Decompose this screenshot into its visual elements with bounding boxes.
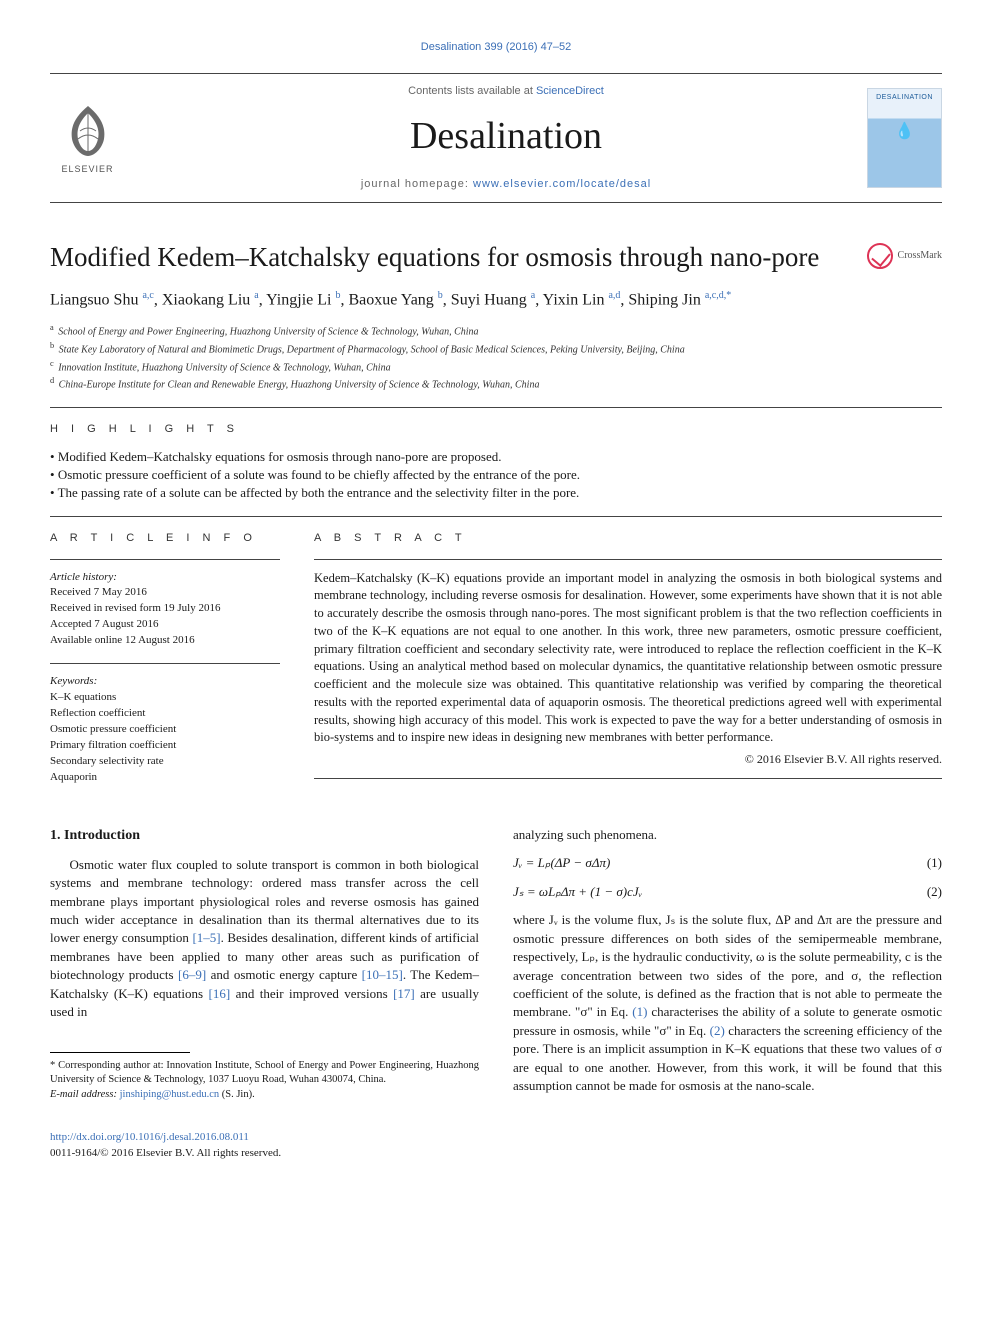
article-info-column: A R T I C L E I N F O Article history: R…: [50, 531, 280, 800]
journal-cover-thumb: DESALINATION 💧: [867, 88, 942, 188]
equation-ref-link[interactable]: (2): [710, 1023, 725, 1038]
history-line: Received in revised form 19 July 2016: [50, 601, 280, 617]
abstract-text: Kedem–Katchalsky (K–K) equations provide…: [314, 570, 942, 748]
keyword-line: Aquaporin: [50, 770, 280, 786]
section-heading-introduction: 1. Introduction: [50, 826, 479, 846]
intro-paragraph: Osmotic water flux coupled to solute tra…: [50, 856, 479, 1022]
col2-paragraph: where Jᵥ is the volume flux, Jₛ is the s…: [513, 911, 942, 1096]
crossmark-button[interactable]: CrossMark: [867, 243, 942, 269]
email-label: E-mail address:: [50, 1089, 120, 1100]
rule: [50, 407, 942, 408]
equation-text: Jₛ = ωLₚΔπ + (1 − σ)cJᵥ: [513, 883, 642, 901]
homepage-prefix: journal homepage:: [361, 178, 473, 190]
highlights-list: Modified Kedem–Katchalsky equations for …: [50, 448, 942, 503]
contents-line: Contents lists available at ScienceDirec…: [145, 84, 867, 99]
rule: [314, 559, 942, 560]
sciencedirect-link[interactable]: ScienceDirect: [536, 85, 604, 97]
equation-ref-link[interactable]: (1): [632, 1004, 647, 1019]
corresponding-author-note: * Corresponding author at: Innovation In…: [50, 1059, 479, 1088]
journal-homepage-line: journal homepage: www.elsevier.com/locat…: [145, 177, 867, 192]
text: and osmotic energy capture: [206, 967, 361, 982]
history-line: Accepted 7 August 2016: [50, 617, 280, 633]
equation-1: Jᵥ = Lₚ(ΔP − σΔπ) (1): [513, 854, 942, 872]
abstract-label: A B S T R A C T: [314, 531, 942, 546]
history-line: Available online 12 August 2016: [50, 633, 280, 649]
highlight-item: Osmotic pressure coefficient of a solute…: [50, 466, 942, 484]
rule: [50, 559, 280, 560]
highlights-section: H I G H L I G H T S Modified Kedem–Katch…: [50, 422, 942, 502]
citation-link[interactable]: [1–5]: [192, 930, 220, 945]
article-history: Article history: Received 7 May 2016Rece…: [50, 570, 280, 650]
water-drop-icon: 💧: [895, 121, 915, 143]
journal-title: Desalination: [145, 110, 867, 163]
body-col-left: 1. Introduction Osmotic water flux coupl…: [50, 826, 479, 1103]
affiliation-line: b State Key Laboratory of Natural and Bi…: [50, 340, 942, 358]
keyword-line: Reflection coefficient: [50, 706, 280, 722]
abstract-copyright: © 2016 Elsevier B.V. All rights reserved…: [314, 751, 942, 768]
email-suffix: (S. Jin).: [219, 1089, 255, 1100]
masthead-center: Contents lists available at ScienceDirec…: [145, 84, 867, 192]
highlight-item: Modified Kedem–Katchalsky equations for …: [50, 448, 942, 466]
equation-number: (2): [927, 883, 942, 901]
issn-copyright-line: 0011-9164/© 2016 Elsevier B.V. All right…: [50, 1147, 281, 1159]
publisher-logo: ELSEVIER: [50, 96, 125, 181]
contents-prefix: Contents lists available at: [408, 85, 536, 97]
citation-link[interactable]: [6–9]: [178, 967, 206, 982]
citation-link[interactable]: [10–15]: [362, 967, 403, 982]
citation-link[interactable]: [16]: [209, 986, 231, 1001]
footnotes: * Corresponding author at: Innovation In…: [50, 1059, 479, 1103]
doi-link[interactable]: http://dx.doi.org/10.1016/j.desal.2016.0…: [50, 1131, 249, 1143]
affiliation-line: c Innovation Institute, Huazhong Univers…: [50, 358, 942, 376]
body-col-right: analyzing such phenomena. Jᵥ = Lₚ(ΔP − σ…: [513, 826, 942, 1103]
keywords-block: Keywords: K–K equationsReflection coeffi…: [50, 674, 280, 786]
highlight-item: The passing rate of a solute can be affe…: [50, 484, 942, 502]
authors-line: Liangsuo Shu a,c, Xiaokang Liu a, Yingji…: [50, 289, 942, 312]
crossmark-icon: [867, 243, 893, 269]
publisher-logo-text: ELSEVIER: [61, 163, 113, 176]
rule: [50, 663, 280, 664]
text: and their improved versions: [230, 986, 393, 1001]
crossmark-label: CrossMark: [898, 249, 942, 263]
abstract-column: A B S T R A C T Kedem–Katchalsky (K–K) e…: [314, 531, 942, 800]
footnote-rule: [50, 1052, 190, 1053]
keyword-line: Primary filtration coefficient: [50, 738, 280, 754]
email-line: E-mail address: jinshiping@hust.edu.cn (…: [50, 1088, 479, 1103]
journal-homepage-link[interactable]: www.elsevier.com/locate/desal: [473, 178, 651, 190]
citation-link[interactable]: [17]: [393, 986, 415, 1001]
equation-number: (1): [927, 854, 942, 872]
journal-citation: Desalination 399 (2016) 47–52: [50, 40, 942, 55]
email-link[interactable]: jinshiping@hust.edu.cn: [120, 1089, 220, 1100]
affiliations: a School of Energy and Power Engineering…: [50, 322, 942, 393]
keyword-line: Osmotic pressure coefficient: [50, 722, 280, 738]
keyword-line: Secondary selectivity rate: [50, 754, 280, 770]
article-title: Modified Kedem–Katchalsky equations for …: [50, 239, 819, 277]
highlights-label: H I G H L I G H T S: [50, 422, 942, 437]
page-footer: http://dx.doi.org/10.1016/j.desal.2016.0…: [50, 1129, 942, 1162]
rule: [314, 778, 942, 779]
rule: [50, 516, 942, 517]
masthead: ELSEVIER Contents lists available at Sci…: [50, 73, 942, 203]
history-line: Received 7 May 2016: [50, 585, 280, 601]
col2-lead: analyzing such phenomena.: [513, 826, 942, 844]
equation-2: Jₛ = ωLₚΔπ + (1 − σ)cJᵥ (2): [513, 883, 942, 901]
keywords-header: Keywords:: [50, 674, 280, 690]
keyword-line: K–K equations: [50, 690, 280, 706]
cover-thumb-title: DESALINATION: [876, 93, 933, 103]
equation-text: Jᵥ = Lₚ(ΔP − σΔπ): [513, 854, 610, 872]
affiliation-line: a School of Energy and Power Engineering…: [50, 322, 942, 340]
article-info-label: A R T I C L E I N F O: [50, 531, 280, 546]
affiliation-line: d China-Europe Institute for Clean and R…: [50, 375, 942, 393]
body-columns: 1. Introduction Osmotic water flux coupl…: [50, 826, 942, 1103]
history-header: Article history:: [50, 570, 280, 586]
elsevier-tree-icon: [58, 101, 118, 161]
